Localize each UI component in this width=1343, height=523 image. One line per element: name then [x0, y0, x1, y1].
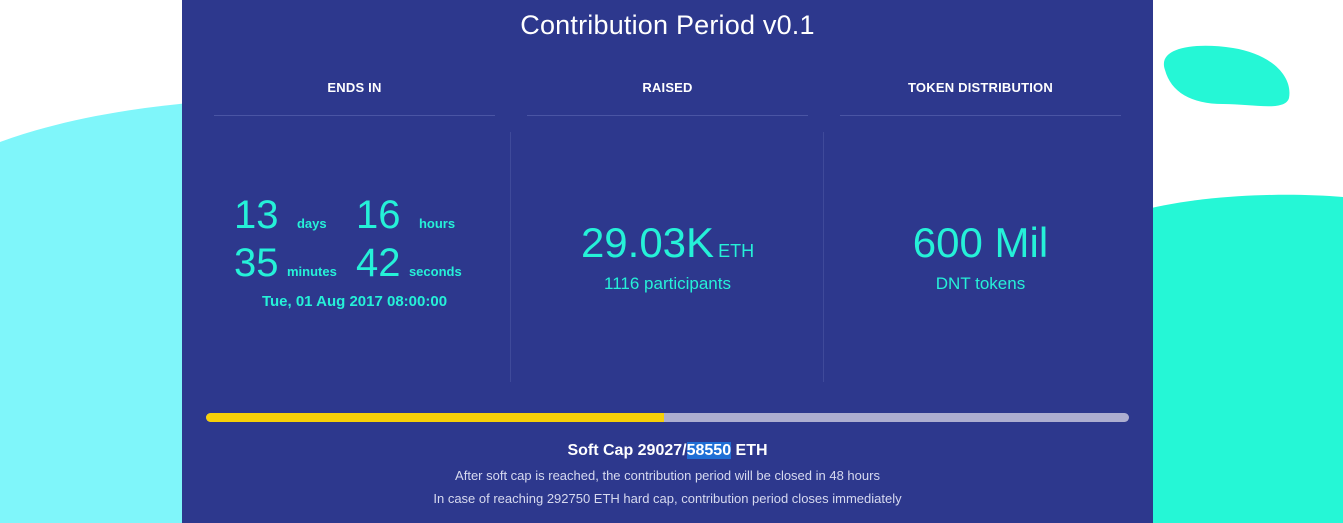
days-value: 13 — [234, 193, 279, 237]
token-amount: 600 Mil — [912, 219, 1049, 266]
soft-cap-suffix: ETH — [731, 442, 768, 459]
token-label: DNT tokens — [935, 274, 1026, 293]
raised-amount: 29.03K — [580, 219, 715, 266]
hours-label: hours — [418, 216, 456, 231]
hard-cap-note: In case of reaching 292750 ETH hard cap,… — [433, 491, 902, 506]
background-wave-left — [0, 102, 200, 523]
raised-divider — [527, 115, 808, 116]
minutes-label: minutes — [286, 264, 337, 279]
background-wave-right — [1143, 45, 1343, 523]
minutes-value: 35 — [234, 241, 279, 285]
column-separator-1 — [510, 132, 511, 382]
raised-header: RAISED — [642, 80, 693, 95]
end-date: Tue, 01 Aug 2017 08:00:00 — [261, 293, 448, 310]
token-distribution-divider — [840, 115, 1121, 116]
soft-cap-highlighted-value: 58550 — [686, 442, 732, 459]
raised-column: RAISED 29.03K ETH 1116 participants — [527, 0, 808, 380]
soft-cap-text: Soft Cap 29027/58550 ETH — [182, 442, 1153, 460]
countdown-row-1: 13 days — [234, 195, 327, 235]
token-distribution-header: TOKEN DISTRIBUTION — [908, 80, 1053, 95]
contribution-panel: Contribution Period v0.1 ENDS IN 13 days… — [182, 0, 1153, 523]
soft-cap-progress-fill — [206, 413, 664, 422]
seconds-label: seconds — [408, 264, 462, 279]
days-label: days — [296, 216, 327, 231]
soft-cap-progress-bar — [206, 413, 1129, 422]
countdown-row-1b: 16 hours — [356, 195, 455, 235]
ends-in-divider — [214, 115, 495, 116]
hours-value: 16 — [356, 193, 401, 237]
raised-unit: ETH — [718, 241, 755, 261]
countdown-row-2: 35 minutes — [234, 243, 337, 283]
page-title: Contribution Period v0.1 — [520, 10, 815, 40]
ends-in-header: ENDS IN — [327, 80, 382, 95]
soft-cap-prefix: Soft Cap 29027/ — [567, 442, 687, 459]
token-distribution-column: TOKEN DISTRIBUTION 600 Mil DNT tokens — [840, 0, 1121, 380]
soft-cap-note: After soft cap is reached, the contribut… — [455, 468, 880, 483]
raised-amount-row: 29.03K ETH — [527, 220, 808, 266]
column-separator-2 — [823, 132, 824, 382]
ends-in-column: ENDS IN 13 days 16 hours 35 minutes 42 s… — [214, 0, 495, 380]
countdown-row-2b: 42 seconds — [356, 243, 462, 283]
participants-count: 1116 participants — [604, 274, 731, 293]
teal-blob-shape — [1163, 45, 1290, 107]
seconds-value: 42 — [356, 241, 401, 285]
